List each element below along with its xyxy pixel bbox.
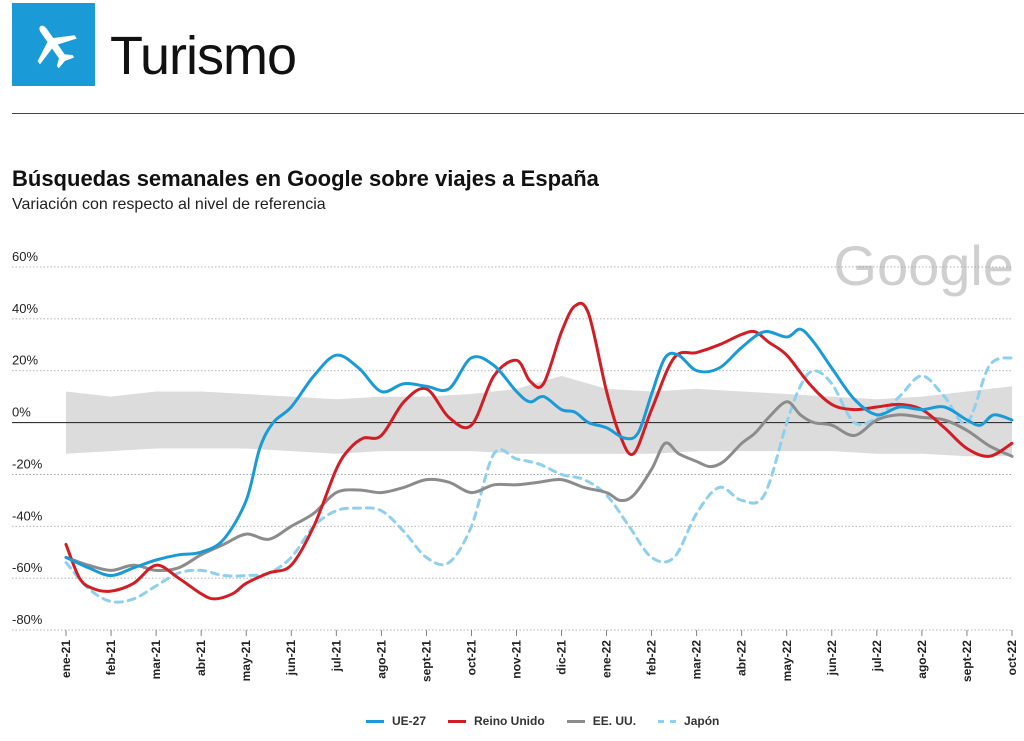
grid: [12, 266, 1012, 631]
series-line-reino-unido: [64, 301, 1014, 601]
section-logo: [12, 3, 95, 86]
x-tick-label: jun-21: [284, 640, 298, 677]
x-tick-label: may-21: [239, 640, 253, 682]
x-tick-label: ene-21: [59, 640, 73, 678]
series-line-ee-uu: [64, 400, 1014, 573]
header-divider: [12, 113, 1024, 114]
x-tick-label: sept-21: [419, 640, 433, 682]
y-tick-label: -60%: [12, 560, 43, 575]
airplane-icon: [37, 25, 77, 69]
legend-item: UE-27: [366, 714, 426, 728]
x-tick-label: feb-21: [104, 640, 118, 676]
y-tick-label: 60%: [12, 249, 38, 264]
x-tick-label: abr-22: [735, 640, 749, 676]
legend-item: EE. UU.: [566, 714, 637, 728]
x-axis: ene-21 feb-21 mar-21 abr-21 may-21 jun-21 jul-…: [59, 630, 1019, 682]
legend-swatch: [566, 719, 585, 723]
reference-band: [66, 375, 1012, 457]
legend-swatch: [448, 719, 467, 723]
x-tick-label: sept-22: [960, 640, 974, 682]
y-tick-label: -80%: [12, 612, 43, 627]
legend-label: Reino Unido: [474, 714, 545, 728]
y-tick-label: 20%: [12, 353, 38, 368]
x-tick-label: dic-21: [555, 640, 569, 675]
x-tick-label: jul-22: [870, 640, 884, 673]
x-tick-label: jun-22: [825, 640, 839, 677]
x-tick-label: nov-21: [509, 640, 523, 679]
legend-item: Japón: [658, 714, 719, 728]
y-axis: 60% 40% 20% 0% -20% -40% -60% -80%: [12, 249, 43, 627]
section-title: Turismo: [110, 26, 297, 86]
x-tick-label: jul-21: [329, 640, 343, 673]
chart-title: Búsquedas semanales en Google sobre viaj…: [12, 166, 599, 191]
x-tick-label: ago-22: [915, 640, 929, 679]
x-tick-label: mar-21: [149, 640, 163, 680]
legend-swatch: [658, 719, 677, 723]
x-tick-label: may-22: [780, 640, 794, 682]
x-tick-label: ago-21: [374, 640, 388, 679]
reference-band-area: [66, 375, 1012, 457]
y-tick-label: -40%: [12, 508, 43, 523]
y-tick-label: 0%: [12, 405, 31, 420]
legend: UE-27 Reino Unido EE. UU. Japón: [366, 714, 719, 728]
legend-label: UE-27: [392, 714, 427, 728]
legend-label: Japón: [684, 714, 720, 728]
series-line-jap-n: [64, 356, 1014, 604]
x-tick-label: abr-21: [194, 640, 208, 676]
y-tick-label: -20%: [12, 456, 43, 471]
legend-item: Reino Unido: [448, 714, 545, 728]
x-tick-label: mar-22: [690, 640, 704, 680]
x-tick-label: ene-22: [600, 640, 614, 678]
x-tick-label: feb-22: [645, 640, 659, 676]
google-watermark: Google: [833, 234, 1014, 297]
legend-label: EE. UU.: [592, 714, 637, 728]
y-tick-label: 40%: [12, 301, 38, 316]
x-tick-label: oct-22: [1005, 640, 1019, 676]
legend-swatch: [366, 719, 384, 723]
x-tick-label: oct-21: [464, 640, 478, 676]
series: [64, 301, 1014, 604]
chart-subtitle: Variación con respecto al nivel de refer…: [12, 196, 326, 213]
series-line-ue-27: [64, 327, 1014, 577]
